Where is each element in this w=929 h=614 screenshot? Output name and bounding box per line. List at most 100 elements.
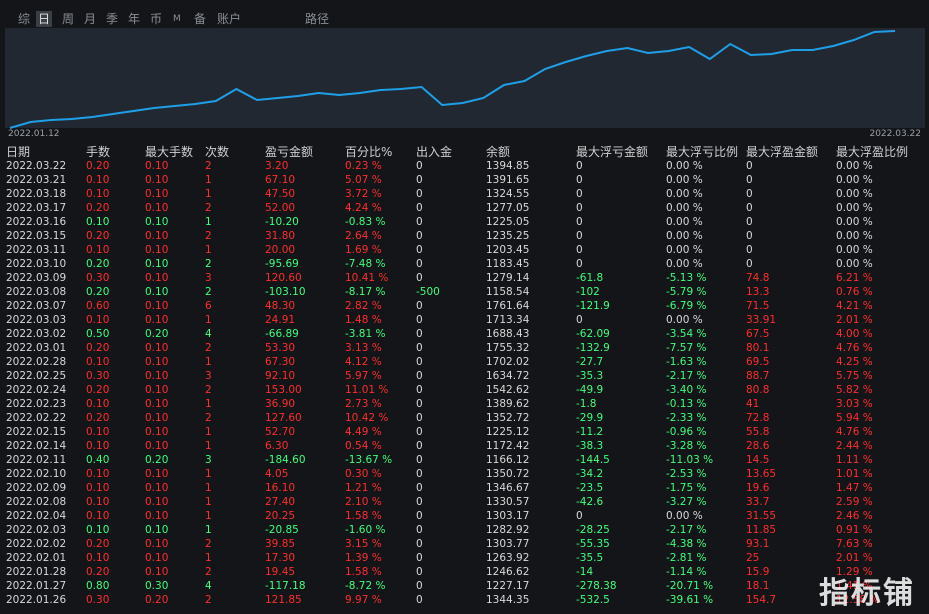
table-cell: 28.6 [746,440,770,452]
table-cell: 0 [416,538,423,550]
table-cell: 1755.32 [486,342,530,354]
table-cell: 88.7 [746,370,770,382]
table-cell: 2022.02.10 [6,468,67,480]
table-cell: 4.05 [265,468,289,480]
tab[interactable]: 币 [150,12,163,26]
table-cell: 0 [746,244,753,256]
table-cell: 2022.01.28 [6,566,67,578]
table-cell: 1 [205,468,212,480]
tab[interactable]: 周 [62,12,75,26]
tab[interactable]: 季 [106,12,119,26]
table-cell: 0 [746,258,753,270]
table-cell: 0.10 [145,510,169,522]
table-cell: 15.9 [746,566,770,578]
table-cell: 0.20 [86,412,110,424]
tab[interactable]: 日 [36,11,53,27]
table-cell: 7.63 % [836,538,873,550]
table-cell: 0.10 [145,230,169,242]
table-cell: 2 [205,258,212,270]
table-cell: 0.10 [145,552,169,564]
table-cell: 0.20 [86,258,110,270]
table-cell: -55.35 [576,538,610,550]
table-cell: 0.10 [145,286,169,298]
table-cell: 18.1 [746,580,770,592]
table-cell: 0.20 [86,566,110,578]
table-cell: 67.30 [265,356,296,368]
table-cell: 4 [205,580,212,592]
table-cell: 3.03 % [836,398,873,410]
table-cell: -20.85 [265,524,299,536]
table-cell: 0.10 [86,188,110,200]
table-cell: 2022.02.22 [6,412,67,424]
table-cell: 1 [205,426,212,438]
tab[interactable]: 备 [194,12,207,26]
table-cell: -10.20 [265,216,299,228]
table-cell: -13.67 % [345,454,393,466]
table-cell: -121.9 [576,300,610,312]
table-cell: -1.63 % [666,356,707,368]
table-cell: 14.5 [746,454,770,466]
table-cell: 1172.42 [486,440,530,452]
table-cell: 0.20 [86,342,110,354]
table-cell: 0.10 [145,202,169,214]
tab[interactable]: M [173,14,181,24]
tab[interactable]: 年 [128,12,141,26]
table-cell: -144.5 [576,454,610,466]
table-cell: -102 [576,286,600,298]
table-cell: 3 [205,370,212,382]
table-cell: 0.20 [86,230,110,242]
table-cell: 24.91 [265,314,296,326]
table-cell: 1350.72 [486,468,530,480]
tab[interactable]: 路径 [305,12,330,26]
table-cell: -42.6 [576,496,604,508]
table-cell: 1542.62 [486,384,530,396]
table-cell: -2.17 % [666,524,707,536]
table-cell: 41 [746,398,760,410]
table-cell: 0 [576,216,583,228]
table-cell: 80.1 [746,342,770,354]
table-cell: 2022.01.27 [6,580,67,592]
table-cell: 0.10 [145,370,169,382]
table-cell: 0.00 % [836,160,873,172]
table-cell: 3 [205,454,212,466]
table-cell: 13.65 [746,468,777,480]
table-cell: 1203.45 [486,244,530,256]
table-cell: 0 [576,314,583,326]
table-cell: 0.00 % [836,216,873,228]
table-cell: 2.46 % [836,510,873,522]
table-cell: 0.40 [86,454,110,466]
table-cell: 0 [416,566,423,578]
tab[interactable]: 月 [84,12,97,26]
table-cell: 1 [205,496,212,508]
table-cell: 0.30 % [345,468,382,480]
table-cell: 0.20 [145,454,169,466]
table-cell: 0 [746,202,753,214]
table-cell: 11.85 [746,524,777,536]
table-cell: 4.24 % [345,202,382,214]
table-cell: 4 [205,328,212,340]
table-cell: 1166.12 [486,454,530,466]
table-cell: -29.9 [576,412,604,424]
table-cell: 121.85 [265,594,302,606]
table-cell: 0.10 [86,426,110,438]
table-cell: 0.20 [145,594,169,606]
column-header: 最大手数 [145,145,194,159]
table-cell: 6.30 [265,440,289,452]
tab[interactable]: 综 [18,12,31,26]
table-cell: 0.10 [145,440,169,452]
table-cell: 0 [416,202,423,214]
table-cell: -62.09 [576,328,610,340]
table-cell: 1 [205,552,212,564]
table-cell: 0 [576,230,583,242]
table-cell: -6.79 % [666,300,707,312]
table-cell: 74.8 [746,272,770,284]
tab[interactable]: 账户 [217,12,242,26]
table-cell: 0 [416,328,423,340]
table-cell: -1.8 [576,398,597,410]
table-cell: -14 [576,566,594,578]
table-cell: -20.71 % [666,580,714,592]
table-cell: 1 [205,510,212,522]
table-cell: 5.97 % [345,370,382,382]
table-cell: 0 [746,230,753,242]
table-cell: 0 [576,160,583,172]
